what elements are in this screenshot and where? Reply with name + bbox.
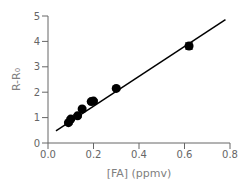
svg-text:0: 0 xyxy=(34,138,40,149)
svg-text:0.2: 0.2 xyxy=(86,149,102,160)
svg-text:1: 1 xyxy=(34,112,40,123)
svg-text:0.6: 0.6 xyxy=(177,149,193,160)
svg-text:4: 4 xyxy=(34,36,40,47)
svg-text:[FA] (ppmv): [FA] (ppmv) xyxy=(107,167,172,180)
svg-text:0.4: 0.4 xyxy=(131,149,147,160)
svg-text:0.8: 0.8 xyxy=(222,149,238,160)
svg-text:R-R₀: R-R₀ xyxy=(10,67,23,91)
svg-text:5: 5 xyxy=(34,11,40,22)
svg-text:3: 3 xyxy=(34,61,40,72)
svg-text:0.0: 0.0 xyxy=(40,149,56,160)
svg-text:2: 2 xyxy=(34,87,40,98)
